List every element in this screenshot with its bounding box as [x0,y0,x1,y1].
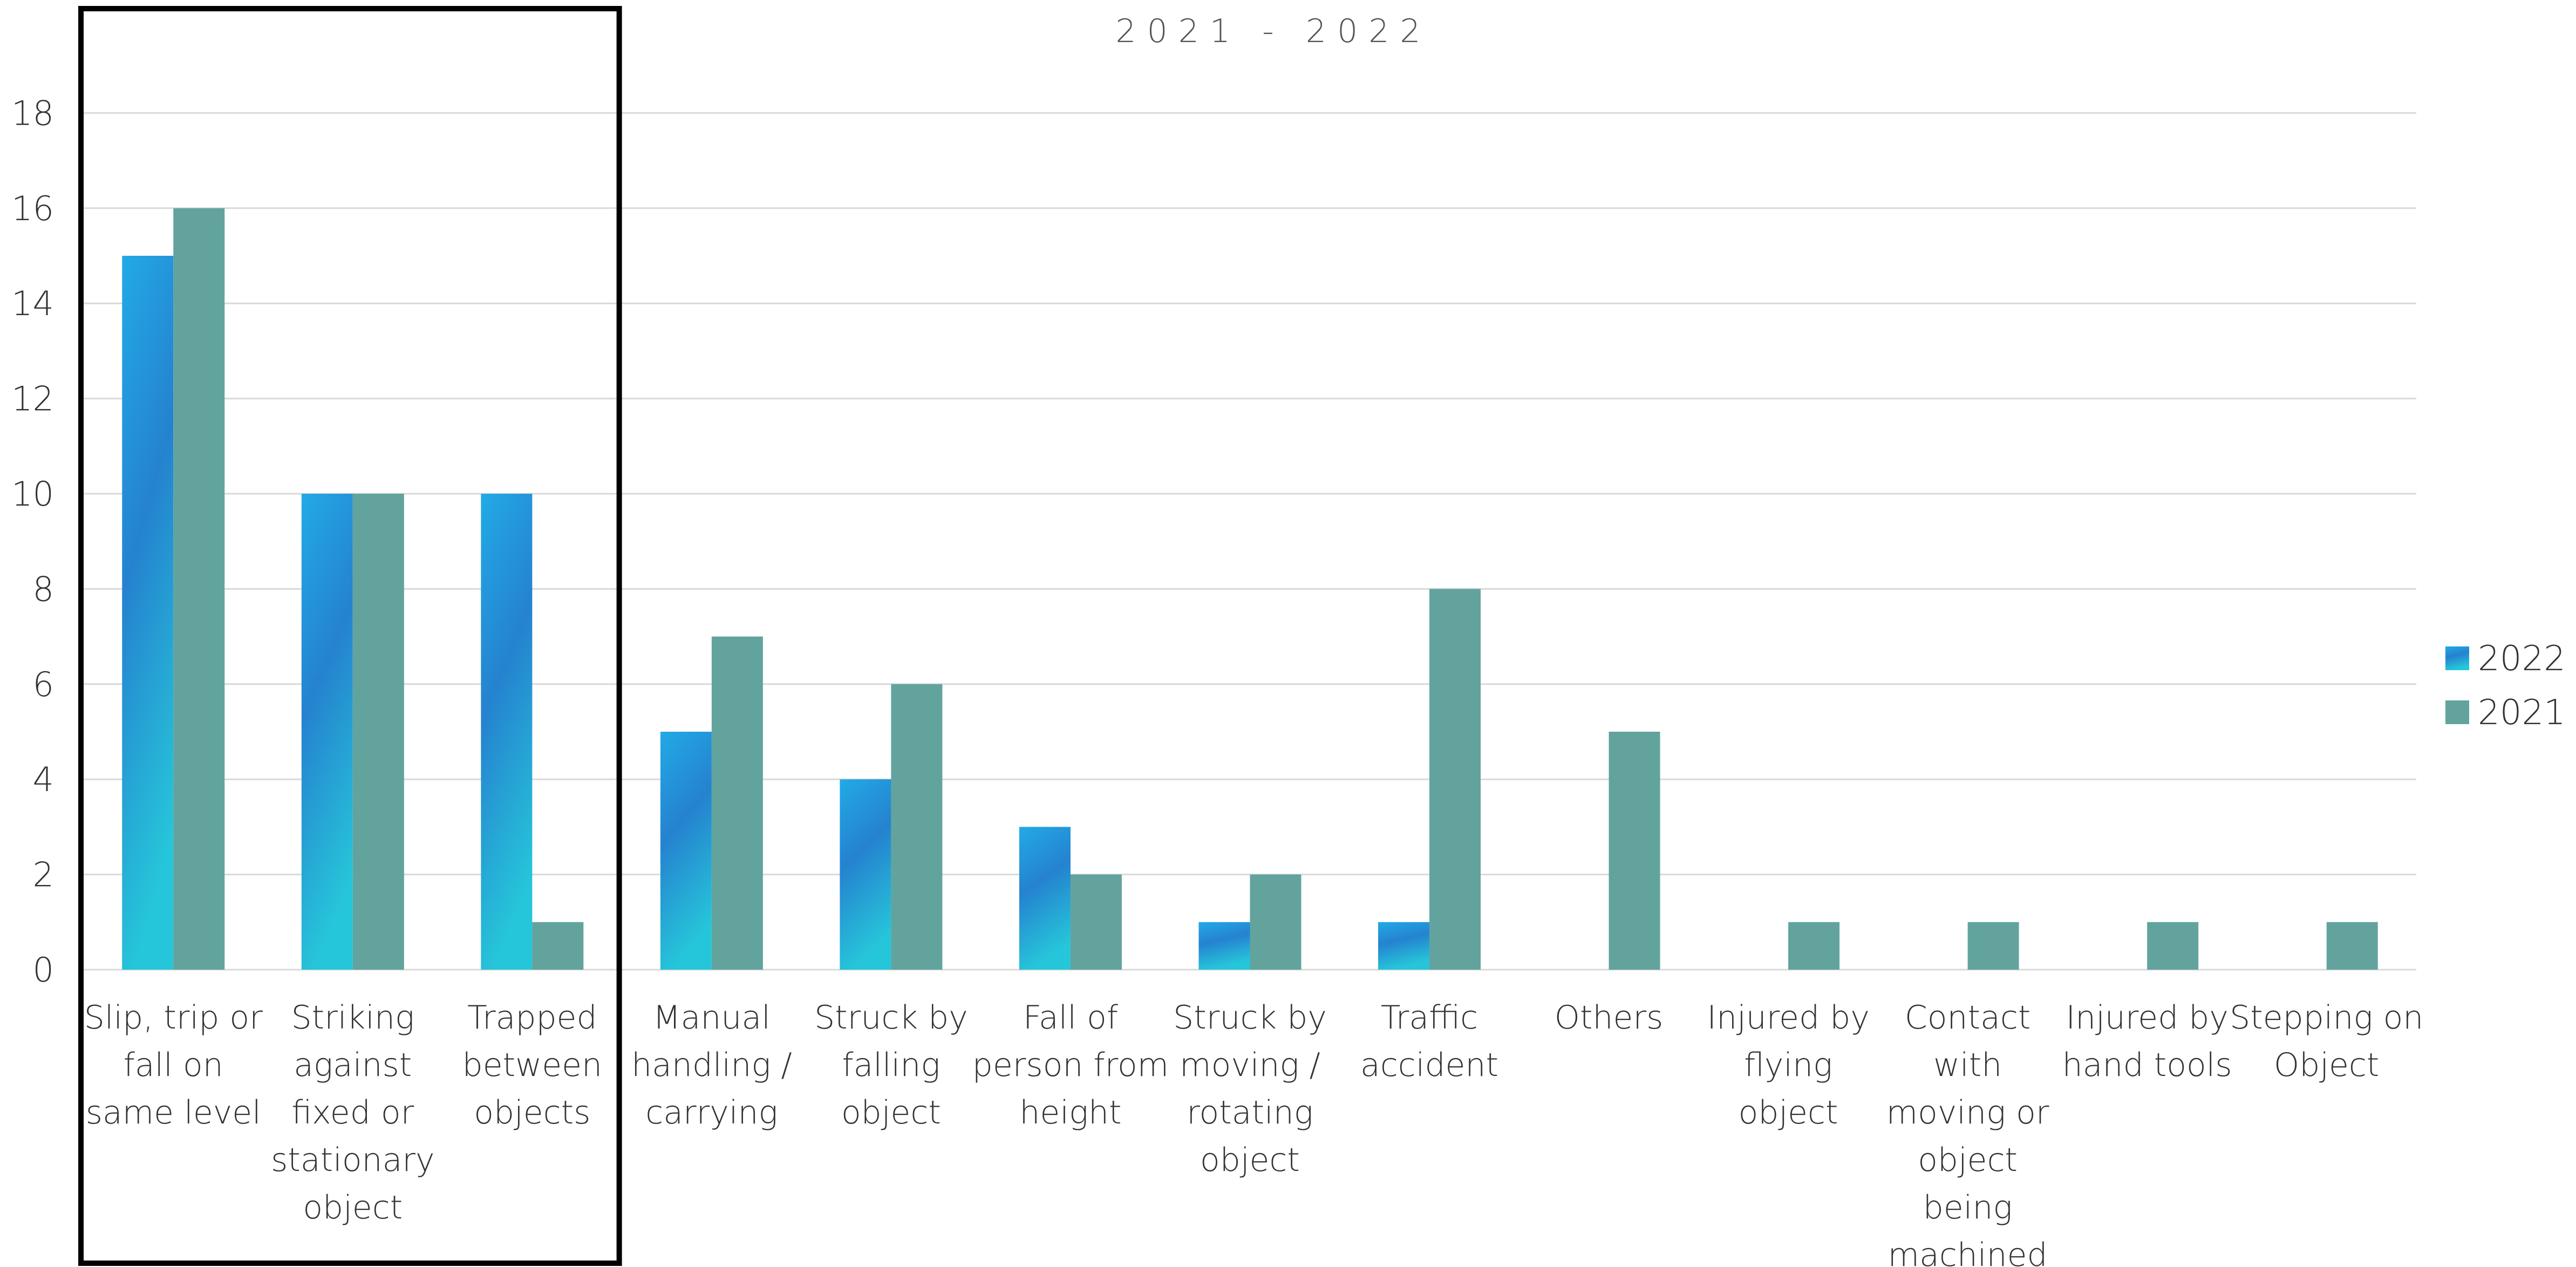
bar-2022-2 [481,494,533,970]
x-tick-label: Fall of person from height [972,999,1169,1132]
y-tick-label: 10 [11,474,54,514]
bar-2022-0 [122,256,174,970]
x-tick-label: Slip, trip or fall on same level [84,999,263,1132]
bar-2021-5 [1070,874,1122,970]
legend: 2022 2021 [2445,639,2566,733]
y-tick-label: 2 [33,855,54,895]
legend-swatch-2021 [2445,700,2469,724]
x-tick-label: Striking against fixed or stationary object [271,999,434,1227]
gridlines [84,112,2416,971]
chart-title: 2021 - 2022 [1115,12,1431,50]
bar-2022-7 [1378,922,1430,970]
y-tick-label: 12 [11,379,54,419]
x-tick-label: Struck by moving / rotating object [1173,999,1327,1179]
x-tick-label: Injured by flying object [1707,999,1869,1132]
x-tick-label: Contact with moving or object being machined [1886,999,2049,1267]
bar-2021-9 [1788,922,1840,970]
bar-2021-3 [711,636,763,970]
legend-label-2021: 2021 [2478,693,2566,733]
bars [122,208,2378,970]
y-tick-label: 8 [33,569,54,609]
y-tick-label: 14 [11,284,54,323]
bar-2021-4 [891,684,943,970]
y-tick-label: 6 [33,665,54,704]
x-tick-label: Trapped between objects [462,999,602,1132]
y-axis: 0 2 4 6 8 10 12 14 16 18 [11,93,54,990]
bar-2021-12 [2326,922,2378,970]
bar-2021-11 [2147,922,2199,970]
highlight-box [78,6,622,1266]
x-tick-label: Struck by falling object [814,999,968,1132]
bar-2021-7 [1429,589,1481,970]
x-tick-label: Others [1555,999,1664,1037]
legend-label-2022: 2022 [2478,639,2566,679]
bar-2021-1 [352,494,404,970]
bar-2022-4 [840,779,891,970]
y-tick-label: 4 [33,760,54,799]
bar-2022-5 [1019,827,1071,970]
bar-2022-3 [660,732,712,970]
bar-2021-6 [1250,874,1301,970]
bar-2021-8 [1609,732,1660,970]
y-tick-label: 18 [11,93,54,133]
bar-2022-6 [1198,922,1250,970]
y-tick-label: 16 [11,189,54,228]
bar-2021-2 [532,922,584,970]
x-tick-label: Injured by hand tools [2062,999,2232,1084]
bar-2021-10 [1967,922,2019,970]
legend-swatch-2022 [2445,646,2469,670]
bar-2021-0 [173,208,225,970]
x-tick-label: Stepping on Object [2230,999,2423,1084]
bar-2022-1 [301,494,353,970]
x-tick-label: Traffic accident [1360,999,1498,1084]
y-tick-label: 0 [33,950,54,990]
x-tick-label: Manual handling / carrying [631,999,792,1132]
